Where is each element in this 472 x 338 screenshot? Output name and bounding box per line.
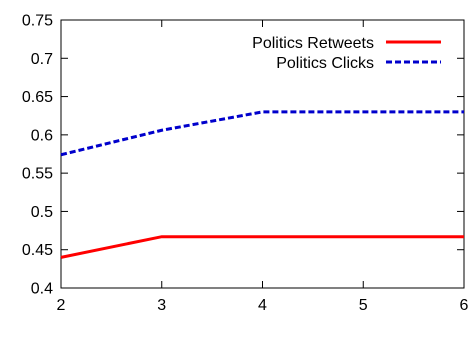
- plot-frame: [60, 19, 465, 289]
- y-tick-label: 0.6: [31, 127, 53, 144]
- x-tick-label: 2: [57, 297, 66, 314]
- y-tick-label: 0.75: [22, 13, 53, 30]
- series-layer: [60, 110, 464, 259]
- y-tick-label: 0.7: [31, 51, 53, 68]
- y-tick-label: 0.4: [31, 281, 53, 298]
- x-tick-label: 4: [258, 297, 267, 314]
- legend-label-1: Politics Retweets: [252, 35, 374, 52]
- x-tick-label: 6: [460, 297, 469, 314]
- legend: Politics Retweets Politics Clicks: [252, 35, 441, 72]
- x-axis: 2 3 4 5 6: [57, 20, 469, 314]
- x-tick-label: 3: [157, 297, 166, 314]
- y-tick-label: 0.55: [22, 166, 53, 183]
- series-line-2: [60, 110, 464, 157]
- legend-label-2: Politics Clicks: [276, 55, 374, 72]
- y-axis: 0.4 0.45 0.5 0.55 0.6 0.65 0.7 0.75: [22, 13, 464, 298]
- y-tick-label: 0.45: [22, 242, 53, 259]
- y-tick-label: 0.65: [22, 89, 53, 106]
- x-tick-label: 5: [359, 297, 368, 314]
- series-line-1: [60, 235, 464, 259]
- y-tick-label: 0.5: [31, 204, 53, 221]
